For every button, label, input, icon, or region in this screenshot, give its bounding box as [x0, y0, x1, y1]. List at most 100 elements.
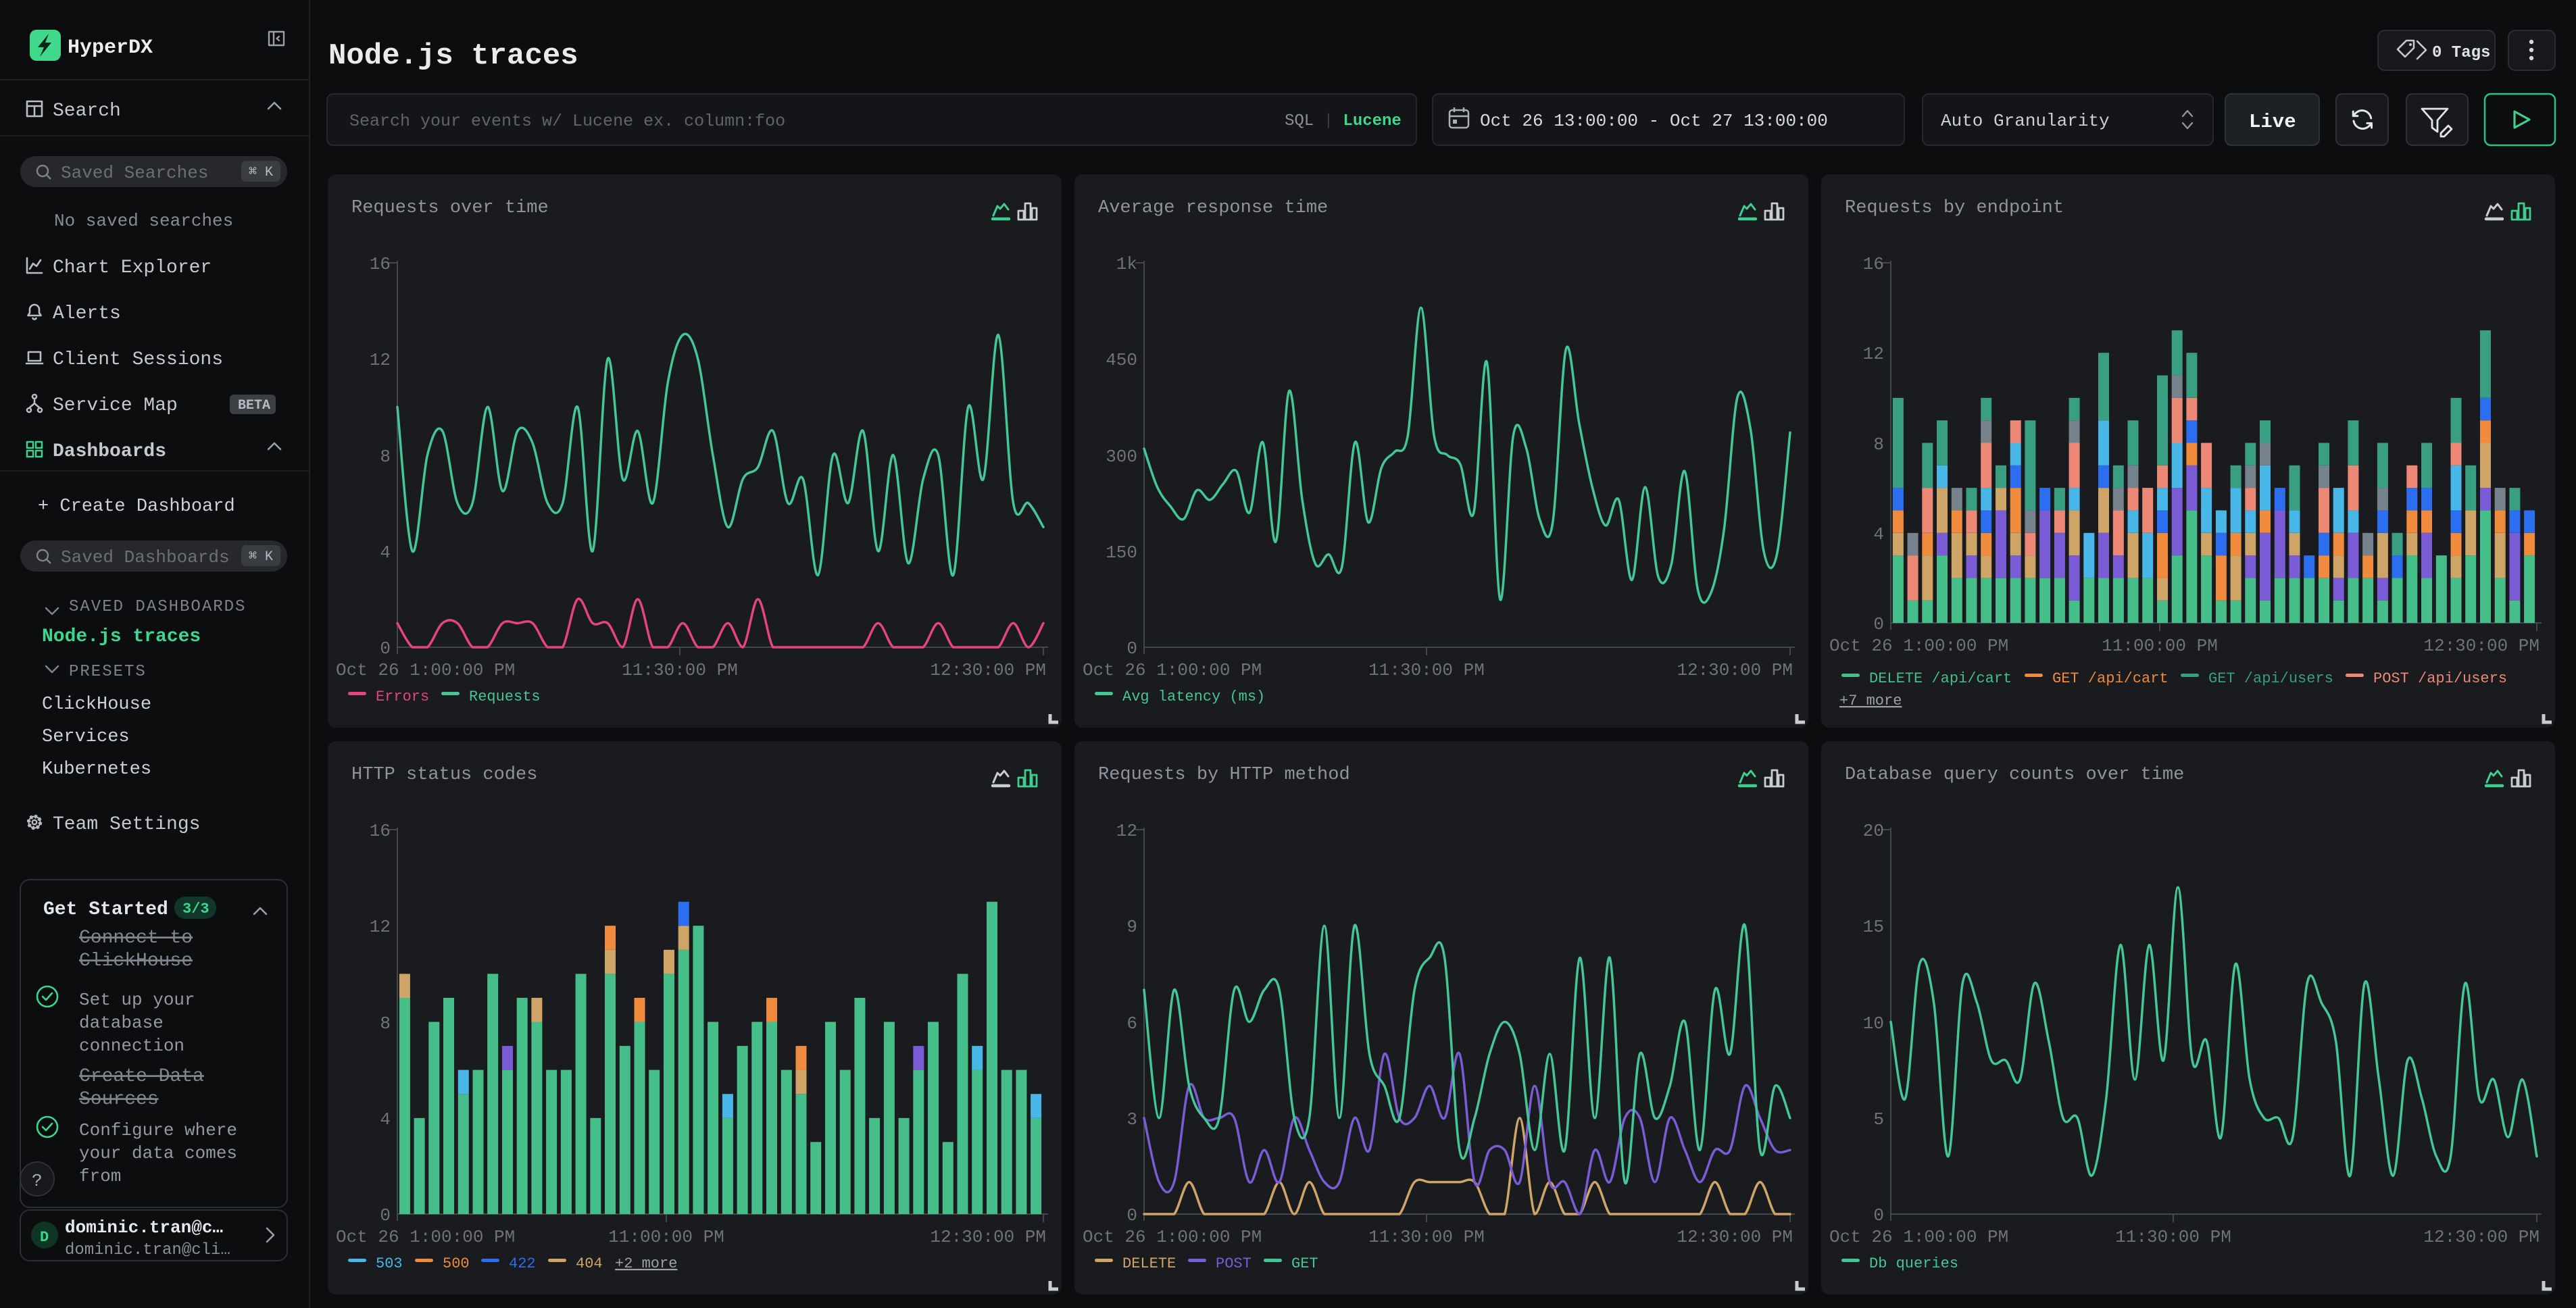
- svg-text:?: ?: [32, 1171, 43, 1191]
- svg-text:12:30:00 PM: 12:30:00 PM: [1677, 660, 1793, 680]
- svg-text:10: 10: [1863, 1013, 1884, 1034]
- svg-text:16: 16: [370, 254, 391, 274]
- svg-text:11:00:00 PM: 11:00:00 PM: [608, 1227, 724, 1247]
- svg-text:0: 0: [380, 638, 391, 659]
- svg-text:Average response time: Average response time: [1098, 198, 1328, 218]
- svg-text:GET /api/cart: GET /api/cart: [2052, 670, 2169, 687]
- svg-text:SQL | Lucene: SQL | Lucene: [1285, 112, 1402, 130]
- svg-text:422: 422: [509, 1255, 536, 1272]
- svg-text:⌘ K: ⌘ K: [249, 549, 273, 565]
- svg-text:dominic.tran@cli…: dominic.tran@cli…: [65, 1241, 230, 1259]
- svg-text:Avg latency (ms): Avg latency (ms): [1122, 688, 1265, 705]
- svg-text:16: 16: [370, 821, 391, 841]
- svg-text:HTTP status codes: HTTP status codes: [351, 765, 537, 785]
- svg-text:⌘ K: ⌘ K: [249, 165, 273, 180]
- svg-text:150: 150: [1106, 543, 1137, 563]
- svg-text:GET /api/users: GET /api/users: [2208, 670, 2333, 687]
- svg-text:ClickHouse: ClickHouse: [79, 951, 193, 972]
- svg-text:4: 4: [380, 543, 391, 563]
- svg-text:ClickHouse: ClickHouse: [42, 695, 151, 715]
- svg-text:DELETE /api/cart: DELETE /api/cart: [1869, 670, 2012, 687]
- svg-text:0: 0: [380, 1205, 391, 1226]
- svg-text:500: 500: [443, 1255, 470, 1272]
- svg-text:15: 15: [1863, 917, 1884, 937]
- svg-text:Requests: Requests: [469, 688, 541, 705]
- svg-text:0: 0: [1873, 614, 1884, 634]
- svg-text:12:30:00 PM: 12:30:00 PM: [930, 660, 1046, 680]
- svg-text:4: 4: [1873, 524, 1884, 545]
- svg-text:Search your events w/ Lucene e: Search your events w/ Lucene ex. column:…: [349, 111, 785, 131]
- svg-text:8: 8: [380, 447, 391, 467]
- svg-text:12: 12: [1863, 344, 1884, 364]
- svg-text:Create Data: Create Data: [79, 1066, 204, 1087]
- svg-text:+2 more: +2 more: [615, 1255, 677, 1272]
- svg-text:Oct 26 1:00:00 PM: Oct 26 1:00:00 PM: [336, 1227, 515, 1247]
- svg-text:3: 3: [1126, 1109, 1137, 1130]
- svg-text:D: D: [40, 1229, 49, 1246]
- svg-text:12:30:00 PM: 12:30:00 PM: [2423, 636, 2540, 656]
- svg-text:12:30:00 PM: 12:30:00 PM: [2423, 1227, 2540, 1247]
- svg-text:Errors: Errors: [376, 688, 429, 705]
- svg-text:1k: 1k: [1116, 254, 1137, 274]
- svg-text:8: 8: [1873, 434, 1884, 455]
- svg-text:Chart Explorer: Chart Explorer: [53, 257, 212, 278]
- svg-text:Saved Searches: Saved Searches: [61, 163, 208, 183]
- svg-text:12: 12: [370, 350, 391, 370]
- svg-text:Node.js traces: Node.js traces: [42, 626, 201, 647]
- svg-text:Oct 26 1:00:00 PM: Oct 26 1:00:00 PM: [1829, 1227, 2008, 1247]
- svg-text:12: 12: [370, 917, 391, 937]
- svg-text:Oct 26 1:00:00 PM: Oct 26 1:00:00 PM: [336, 660, 515, 680]
- svg-text:20: 20: [1863, 821, 1884, 841]
- svg-text:11:30:00 PM: 11:30:00 PM: [622, 660, 738, 680]
- svg-text:Saved Dashboards: Saved Dashboards: [61, 547, 230, 568]
- svg-text:HyperDX: HyperDX: [68, 36, 153, 59]
- svg-text:Service Map: Service Map: [53, 395, 178, 416]
- svg-text:Kubernetes: Kubernetes: [42, 759, 151, 780]
- svg-text:11:30:00 PM: 11:30:00 PM: [2115, 1227, 2231, 1247]
- svg-text:12: 12: [1116, 821, 1137, 841]
- svg-text:database: database: [79, 1013, 164, 1033]
- svg-text:0: 0: [1126, 1205, 1137, 1226]
- svg-text:Oct 26 1:00:00 PM: Oct 26 1:00:00 PM: [1829, 636, 2008, 656]
- svg-text:Oct 26 13:00:00 - Oct 27 13:00: Oct 26 13:00:00 - Oct 27 13:00:00: [1480, 111, 1828, 131]
- svg-text:from: from: [79, 1166, 121, 1186]
- svg-text:0: 0: [1873, 1205, 1884, 1226]
- svg-text:Team Settings: Team Settings: [53, 814, 200, 835]
- svg-text:450: 450: [1106, 350, 1137, 370]
- svg-text:Services: Services: [42, 727, 130, 747]
- svg-text:Live: Live: [2249, 111, 2296, 133]
- svg-text:12:30:00 PM: 12:30:00 PM: [930, 1227, 1046, 1247]
- svg-text:Database query counts over tim: Database query counts over time: [1845, 765, 2184, 785]
- svg-text:Set up your: Set up your: [79, 990, 195, 1010]
- svg-text:0: 0: [1126, 638, 1137, 659]
- svg-text:Get Started: Get Started: [43, 899, 168, 920]
- svg-text:SAVED DASHBOARDS: SAVED DASHBOARDS: [69, 598, 246, 616]
- svg-text:BETA: BETA: [238, 398, 270, 413]
- svg-text:Client Sessions: Client Sessions: [53, 349, 223, 370]
- svg-text:Alerts: Alerts: [53, 303, 121, 324]
- svg-text:Oct 26 1:00:00 PM: Oct 26 1:00:00 PM: [1083, 660, 1262, 680]
- svg-text:3/3: 3/3: [182, 901, 209, 917]
- svg-text:11:30:00 PM: 11:30:00 PM: [1368, 1227, 1485, 1247]
- svg-text:DELETE: DELETE: [1122, 1255, 1176, 1272]
- svg-text:POST /api/users: POST /api/users: [2373, 670, 2507, 687]
- svg-text:No saved searches: No saved searches: [54, 211, 233, 231]
- svg-text:Auto Granularity: Auto Granularity: [1941, 111, 2110, 131]
- svg-text:16: 16: [1863, 254, 1884, 274]
- svg-text:5: 5: [1873, 1109, 1884, 1130]
- svg-text:POST: POST: [1216, 1255, 1252, 1272]
- svg-text:404: 404: [576, 1255, 603, 1272]
- svg-text:Requests by HTTP method: Requests by HTTP method: [1098, 765, 1350, 785]
- svg-text:dominic.tran@c…: dominic.tran@c…: [65, 1217, 223, 1238]
- svg-text:your data comes: your data comes: [79, 1143, 237, 1163]
- svg-text:300: 300: [1106, 447, 1137, 467]
- svg-text:PRESETS: PRESETS: [69, 663, 147, 681]
- svg-text:503: 503: [376, 1255, 403, 1272]
- svg-text:Requests over time: Requests over time: [351, 198, 549, 218]
- svg-text:Requests by endpoint: Requests by endpoint: [1845, 198, 2064, 218]
- svg-text:11:00:00 PM: 11:00:00 PM: [2102, 636, 2218, 656]
- svg-text:0 Tags: 0 Tags: [2432, 44, 2490, 62]
- svg-text:Db queries: Db queries: [1869, 1255, 1958, 1272]
- svg-text:connection: connection: [79, 1036, 184, 1056]
- svg-text:4: 4: [380, 1109, 391, 1130]
